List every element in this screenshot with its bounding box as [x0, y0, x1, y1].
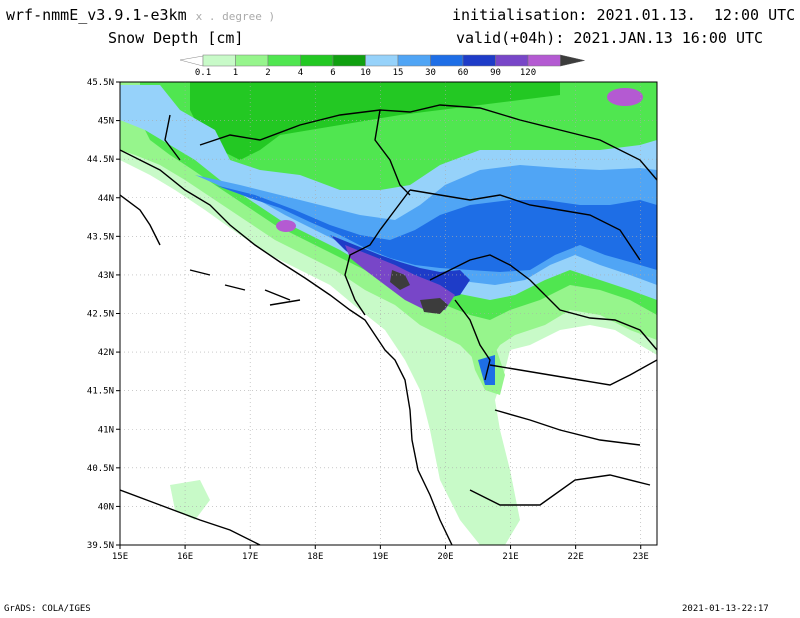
legend-box: [495, 54, 529, 67]
legend-label: 1: [233, 68, 238, 78]
lon-label: 22E: [568, 552, 584, 562]
snow-patch-velebit: [276, 220, 296, 232]
lon-label: 20E: [437, 552, 453, 562]
valid-time: valid(+04h): 2021.JAN.13 16:00 UTC: [456, 29, 764, 47]
variable-title: Snow Depth [cm]: [108, 29, 244, 47]
legend-right-arrow: [560, 54, 585, 67]
lat-label: 44N: [98, 194, 114, 204]
legend-left-arrow: [179, 55, 204, 67]
legend-label: 2: [265, 68, 270, 78]
lat-label: 43.5N: [87, 232, 114, 242]
color-legend: 0.1 1 2 4 6 10 15 30 60 90 120: [179, 54, 585, 78]
lat-label: 40.5N: [87, 464, 114, 474]
legend-label: 120: [520, 68, 536, 78]
initialisation-time: initialisation: 2021.01.13. 12:00 UTC: [452, 6, 796, 24]
lat-lon-grid: [120, 82, 657, 545]
lon-label: 21E: [502, 552, 518, 562]
lat-label: 41N: [98, 425, 114, 435]
lat-label: 39.5N: [87, 541, 114, 551]
legend-label: 6: [330, 68, 335, 78]
lon-label: 17E: [242, 552, 258, 562]
legend-label: 60: [458, 68, 469, 78]
snow-band-6: [190, 82, 560, 160]
legend-box: [365, 54, 399, 67]
lat-label: 45N: [98, 117, 114, 127]
legend-box: [202, 54, 236, 67]
legend-label: 10: [360, 68, 371, 78]
grads-credit: GrADS: COLA/IGES: [4, 604, 91, 614]
snow-band-120: [390, 270, 448, 314]
legend-box: [300, 54, 334, 67]
legend-box: [397, 54, 431, 67]
map-plot-area: [120, 82, 657, 545]
lat-label: 44.5N: [87, 155, 114, 165]
longitude-axis: 15E 16E 17E 18E 19E 20E 21E 22E 23E: [112, 545, 649, 562]
lon-label: 15E: [112, 552, 128, 562]
snow-patch-ne: [607, 88, 643, 106]
lat-label: 41.5N: [87, 387, 114, 397]
snow-patch-sw: [170, 480, 210, 520]
lon-label: 23E: [633, 552, 649, 562]
legend-box: [527, 54, 561, 67]
legend-label: 30: [425, 68, 436, 78]
snow-band-south-blue: [478, 355, 495, 385]
lat-label: 45.5N: [87, 78, 114, 88]
lat-label: 42N: [98, 348, 114, 358]
lon-label: 19E: [372, 552, 388, 562]
coastlines-borders: [120, 104, 657, 545]
lon-label: 18E: [307, 552, 323, 562]
legend-label: 15: [393, 68, 404, 78]
lat-label: 43N: [98, 271, 114, 281]
lon-label: 16E: [177, 552, 193, 562]
legend-box: [267, 54, 301, 67]
legend-box: [235, 54, 269, 67]
model-title: wrf-nmmE_v3.9.1-e3km x . degree ): [6, 6, 276, 24]
legend-box: [332, 54, 366, 67]
plot-timestamp: 2021-01-13-22:17: [682, 604, 769, 614]
lat-label: 40N: [98, 502, 114, 512]
snow-band-30: [215, 185, 657, 272]
lat-label: 42.5N: [87, 310, 114, 320]
legend-box: [462, 54, 496, 67]
legend-label: 90: [490, 68, 501, 78]
latitude-axis: 45.5N 45N 44.5N 44N 43.5N 43N 42.5N 42N 41.5N 41N…: [87, 78, 120, 551]
legend-label: 4: [298, 68, 303, 78]
legend-box: [430, 54, 464, 67]
legend-label: 0.1: [195, 68, 211, 78]
